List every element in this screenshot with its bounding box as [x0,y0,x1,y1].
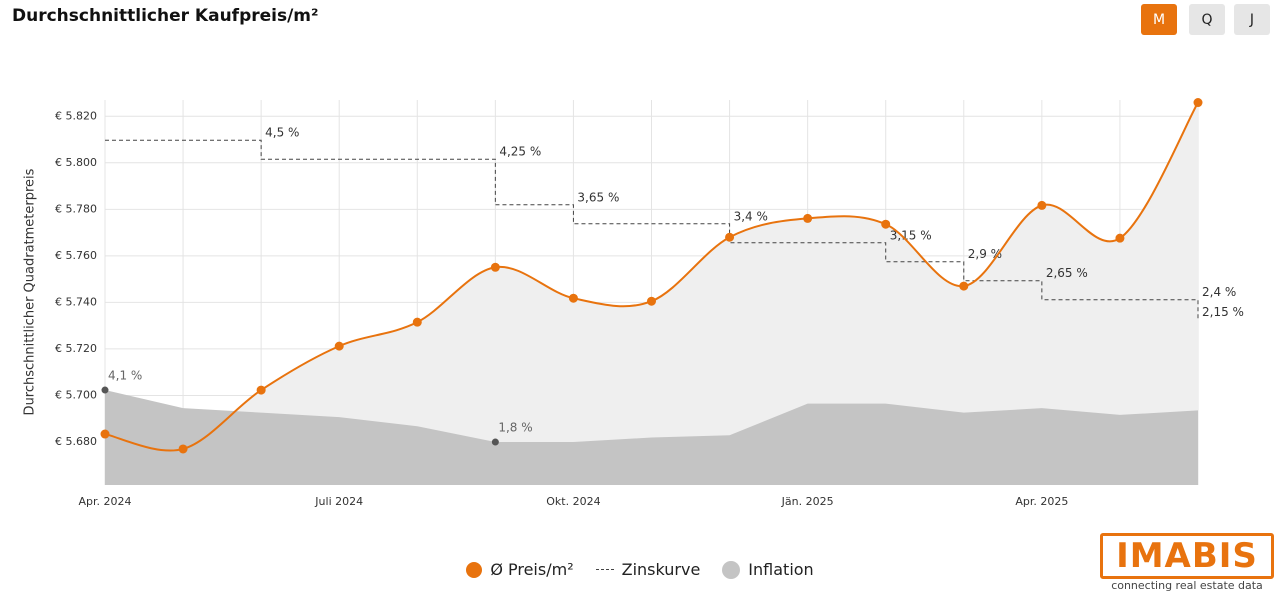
legend-item[interactable]: Ø Preis/m² [466,560,574,579]
zins-label: 2,9 % [968,247,1002,261]
zins-label: 2,4 % [1202,285,1236,299]
inflation-point [491,438,499,446]
price-point [959,281,969,291]
price-point [1193,98,1203,108]
legend-label: Zinskurve [621,560,701,579]
zins-label: 2,65 % [1046,266,1088,280]
legend: Ø Preis/m² Zinskurve Inflation [0,560,1280,579]
zins-label: 4,5 % [265,126,299,140]
price-point [1115,233,1125,243]
price-area [105,102,1198,486]
legend-label: Ø Preis/m² [490,560,574,579]
inflation-label: 4,1 % [108,369,142,383]
legend-swatch [595,569,614,570]
zins-label: 4,25 % [499,145,541,159]
price-point [803,213,813,223]
price-point [100,429,110,439]
legend-swatch [722,560,741,579]
zins-label: 3,15 % [890,228,932,242]
y-tick-label: € 5.680 [55,435,97,448]
price-point [881,219,891,229]
x-tick-label: Juli 2024 [314,495,363,508]
x-tick-label: Okt. 2024 [546,495,600,508]
legend-item[interactable]: Inflation [722,560,814,579]
x-tick-label: Jän. 2025 [781,495,834,508]
zins-line [105,139,1199,319]
y-axis-label: Durchschnittlicher Quadratmeterpreis [23,168,38,415]
x-tick-label: Apr. 2024 [78,495,131,508]
toggle-button[interactable]: Q [1189,4,1225,35]
price-point [647,296,656,306]
price-point [178,444,188,454]
price-point [568,293,578,303]
price-point [334,341,344,351]
price-point [256,385,266,395]
price-point [490,262,500,272]
y-tick-label: € 5.760 [55,249,97,262]
legend-label: Inflation [748,560,814,579]
price-point [725,232,735,242]
zins-label: 3,65 % [577,190,619,204]
zins-label: 3,4 % [734,209,768,223]
zins-label: 2,15 % [1202,305,1244,319]
toggle-button[interactable]: J [1234,4,1270,35]
inflation-area [105,390,1198,485]
y-tick-label: € 5.700 [55,388,97,401]
y-tick-label: € 5.800 [55,156,97,169]
toggle-button[interactable]: M [1141,4,1177,35]
y-tick-label: € 5.740 [55,295,97,308]
chart-title: Durchschnittlicher Kaufpreis/m² [12,6,319,26]
y-tick-label: € 5.720 [55,342,97,355]
legend-item[interactable]: Zinskurve [595,560,701,579]
y-tick-label: € 5.780 [55,202,97,215]
y-tick-label: € 5.820 [55,109,97,122]
x-tick-label: Apr. 2025 [1015,495,1068,508]
tagline: connecting real estate data [1111,579,1263,592]
price-point [1037,200,1047,210]
price-point [412,317,422,327]
logo: IMABIS [1100,533,1274,579]
inflation-label: 1,8 % [498,421,532,435]
legend-swatch [466,561,483,578]
inflation-point [101,386,109,394]
